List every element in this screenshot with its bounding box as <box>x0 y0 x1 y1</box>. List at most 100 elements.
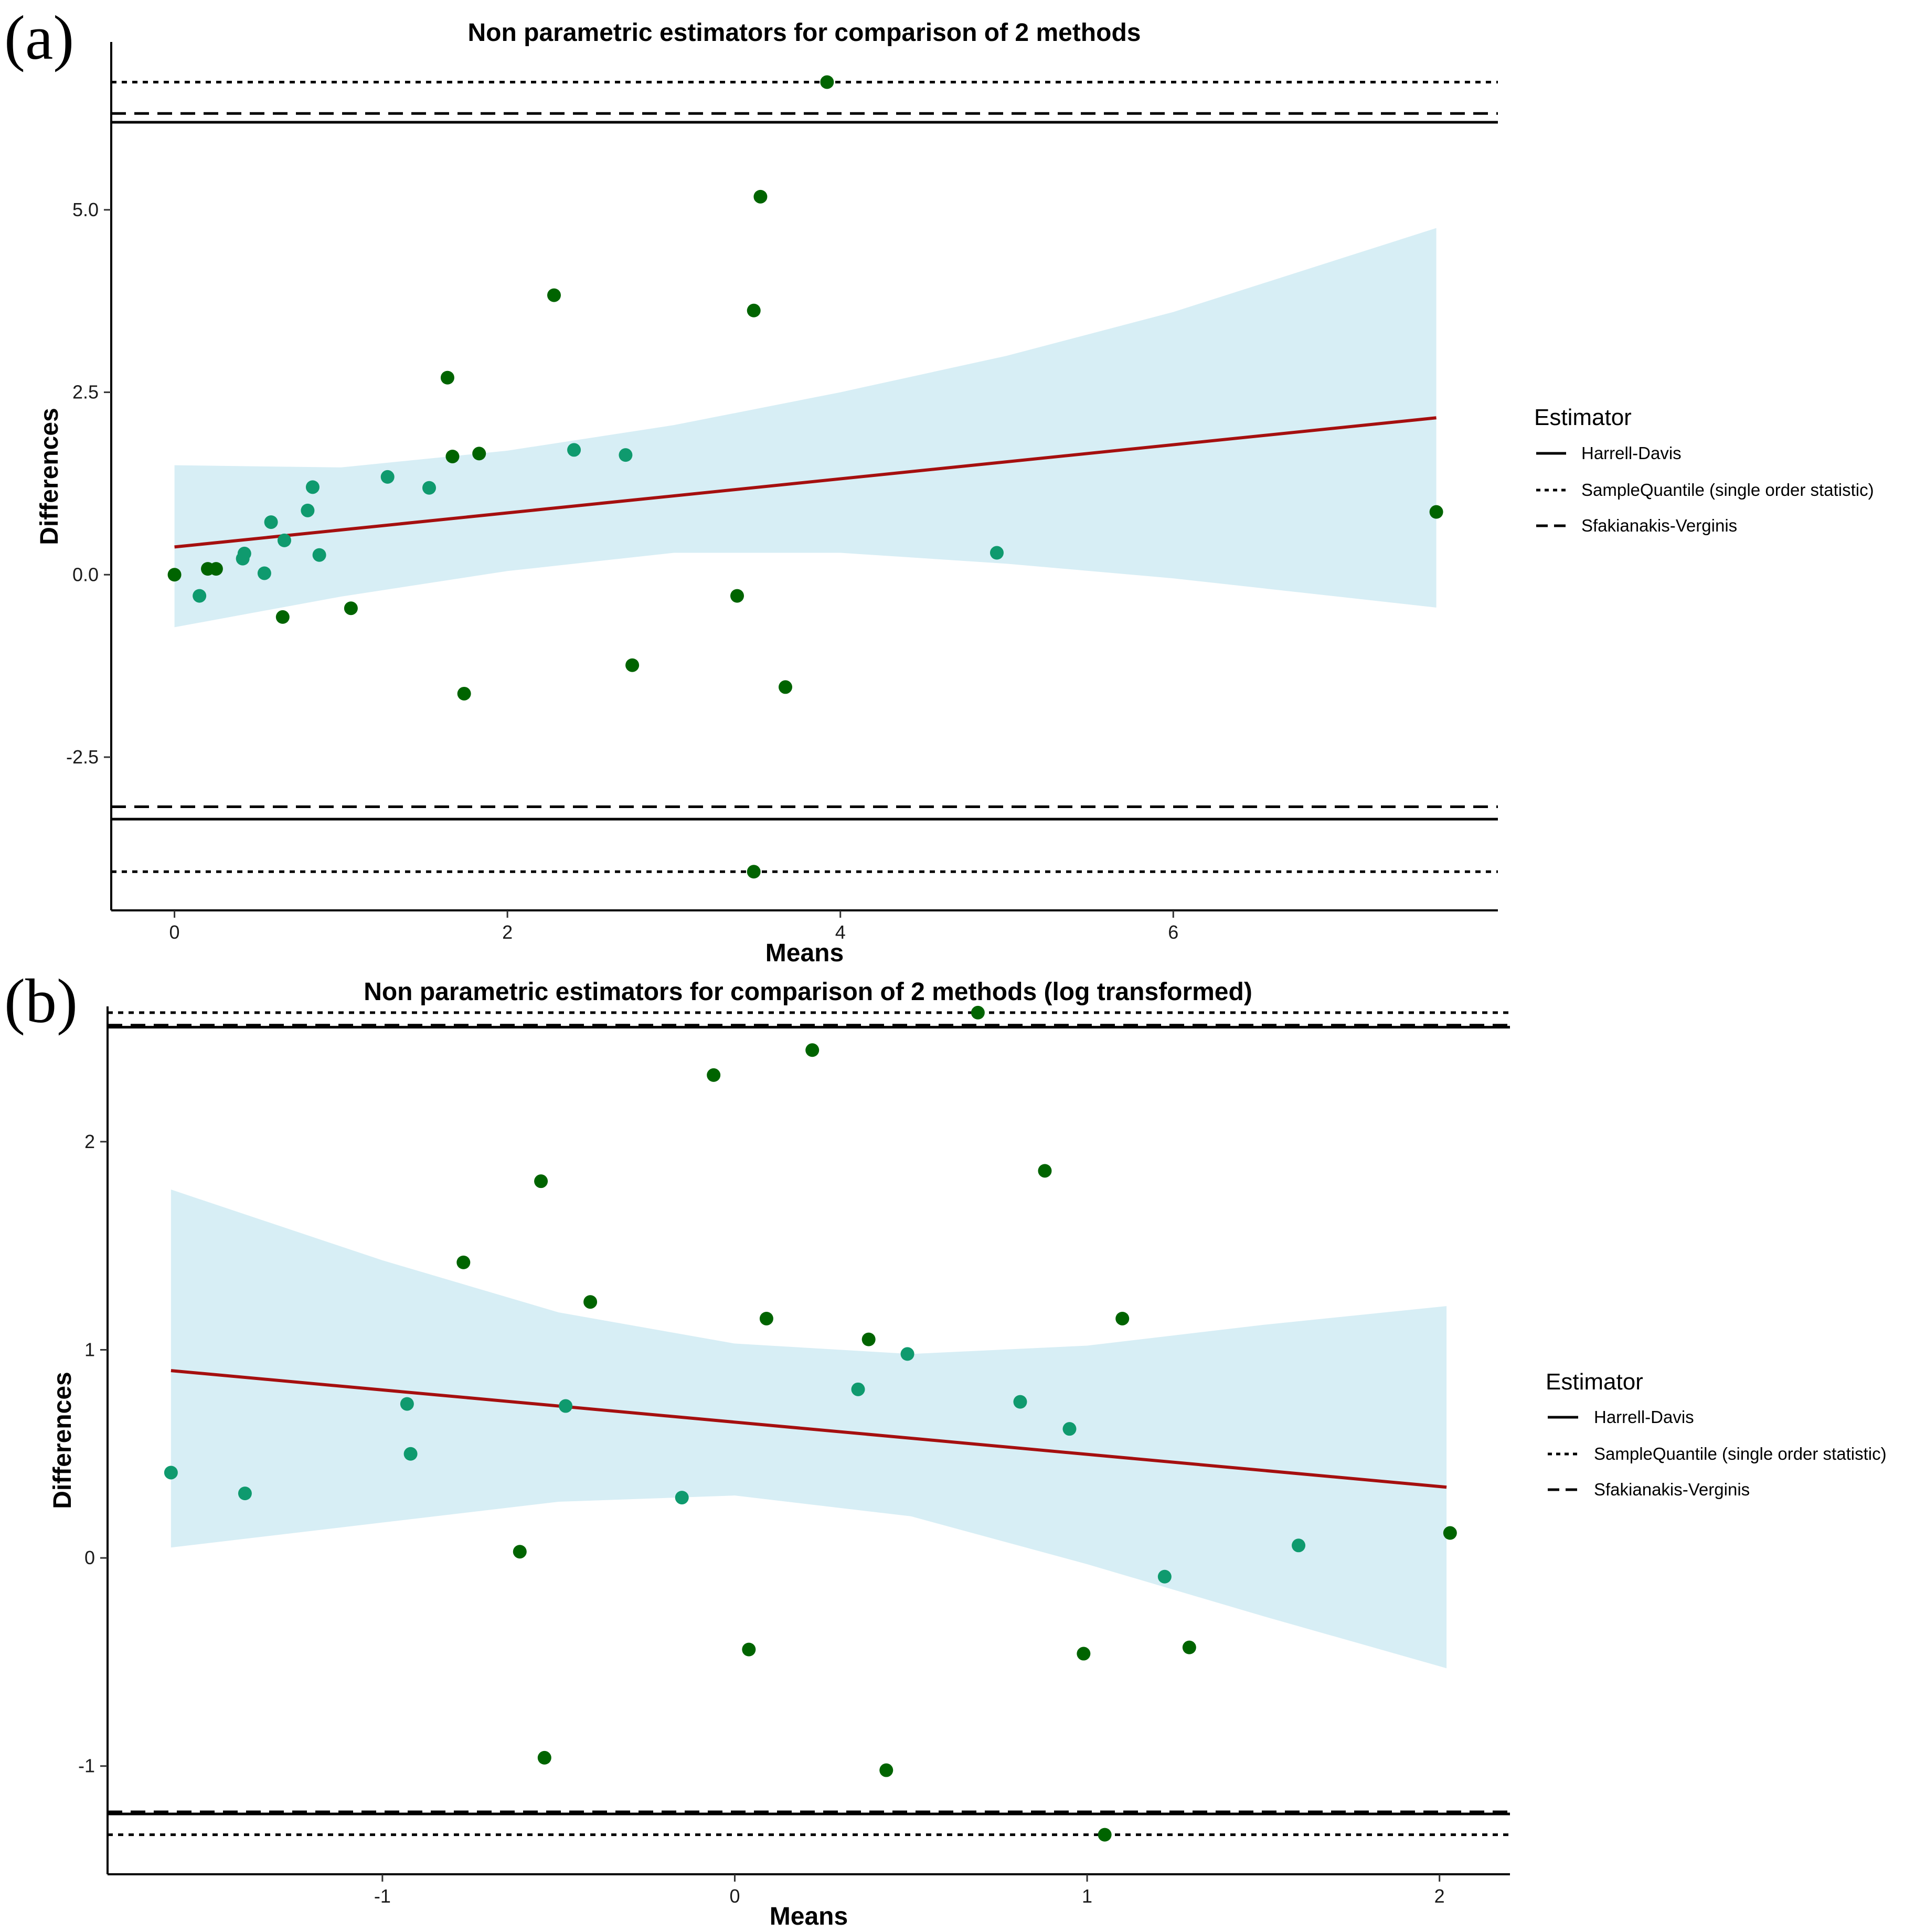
legend-title: Estimator <box>1546 1369 1643 1395</box>
legend-label: SampleQuantile (single order statistic) <box>1581 480 1874 500</box>
y-tick-label: -2.5 <box>66 746 99 768</box>
x-axis-title: Means <box>770 1903 848 1930</box>
y-tick-label: 0 <box>84 1547 95 1568</box>
x-tick-label: 4 <box>835 921 846 943</box>
legend-label: Sfakianakis-Verginis <box>1581 516 1737 535</box>
regression-line <box>171 1369 1447 1489</box>
y-axis-title: Differences <box>36 408 63 545</box>
y-tick-label: -1 <box>78 1755 95 1777</box>
data-point <box>759 1311 773 1325</box>
legend: Estimator Harrell-Davis SampleQuantile (si… <box>1546 1369 1887 1499</box>
y-tick-label: 2 <box>84 1131 95 1152</box>
x-tick-label: 6 <box>1168 921 1178 943</box>
data-point <box>445 449 460 463</box>
data-point <box>513 1545 527 1559</box>
data-point <box>1062 1422 1077 1436</box>
data-point <box>583 1295 598 1309</box>
data-point <box>1443 1526 1457 1540</box>
data-point <box>257 566 271 580</box>
data-point <box>559 1399 573 1413</box>
panel-label: (a) <box>4 3 74 72</box>
x-tick-label: 0 <box>169 921 180 943</box>
data-point <box>990 546 1004 560</box>
data-point <box>1429 505 1443 519</box>
data-point <box>403 1447 418 1461</box>
data-point <box>861 1332 876 1346</box>
data-point <box>275 610 290 624</box>
data-point <box>730 589 744 603</box>
chart-title: Non parametric estimators for comparison… <box>364 978 1252 1006</box>
data-point <box>537 1750 551 1765</box>
data-point <box>547 288 561 302</box>
data-point <box>1292 1538 1306 1553</box>
panel-label: (b) <box>4 966 78 1036</box>
data-point <box>1115 1311 1130 1325</box>
x-tick-label: 1 <box>1082 1885 1092 1907</box>
data-point <box>344 601 358 615</box>
chart-panel-b: (b) Non parametric estimators for compari… <box>4 966 1887 1930</box>
y-tick-label: 0.0 <box>72 564 99 585</box>
y-tick-label: 2.5 <box>72 381 99 403</box>
data-point <box>312 548 326 562</box>
data-point <box>900 1347 914 1361</box>
x-tick-label: -1 <box>374 1885 391 1907</box>
data-point <box>457 686 471 700</box>
data-point <box>422 481 437 495</box>
data-point <box>851 1382 865 1396</box>
data-point <box>742 1642 756 1657</box>
data-point <box>193 589 207 603</box>
data-point <box>305 480 320 494</box>
data-point <box>237 546 251 560</box>
data-point <box>1182 1640 1196 1654</box>
data-point <box>277 533 291 547</box>
data-point <box>1038 1164 1052 1178</box>
legend-title: Estimator <box>1534 405 1632 430</box>
data-point <box>380 470 395 484</box>
legend-label: SampleQuantile (single order statistic) <box>1594 1444 1887 1463</box>
legend-label: Sfakianakis-Verginis <box>1594 1480 1750 1499</box>
data-point <box>264 515 278 529</box>
data-point <box>456 1255 471 1269</box>
chart-title: Non parametric estimators for comparison… <box>468 19 1141 47</box>
data-point <box>619 448 633 462</box>
y-tick-label: 1 <box>84 1339 95 1360</box>
x-tick-label: 2 <box>502 921 513 943</box>
data-point <box>164 1466 178 1480</box>
data-point <box>534 1174 548 1188</box>
data-point <box>707 1068 721 1082</box>
data-point <box>567 443 581 457</box>
x-axis-title: Means <box>765 939 844 967</box>
data-point <box>747 303 761 317</box>
data-point <box>238 1487 252 1501</box>
x-tick-label: 0 <box>729 1885 740 1907</box>
data-point <box>1013 1395 1027 1409</box>
data-point <box>440 370 454 385</box>
data-point <box>879 1763 893 1777</box>
y-axis-title: Differences <box>49 1372 77 1509</box>
y-tick-label: 5.0 <box>72 199 99 220</box>
data-point <box>1157 1569 1172 1584</box>
data-point <box>472 447 486 461</box>
data-point <box>400 1397 414 1411</box>
data-point <box>971 1005 985 1020</box>
data-point <box>805 1043 820 1057</box>
data-point <box>1098 1828 1112 1842</box>
legend: Estimator Harrell-Davis SampleQuantile (si… <box>1534 405 1874 535</box>
confidence-band <box>174 228 1437 628</box>
legend-label: Harrell-Davis <box>1581 443 1682 463</box>
regression-line <box>174 416 1437 549</box>
chart-panel-a: (a) Non parametric estimators for compari… <box>4 3 1874 967</box>
data-point <box>779 680 793 694</box>
data-point <box>753 189 768 204</box>
data-point <box>675 1491 689 1505</box>
data-point <box>625 658 640 672</box>
data-point <box>167 568 182 582</box>
legend-label: Harrell-Davis <box>1594 1407 1694 1427</box>
data-point <box>1077 1647 1091 1661</box>
x-tick-label: 2 <box>1434 1885 1445 1907</box>
data-point <box>820 75 834 89</box>
data-point <box>209 562 223 576</box>
data-point <box>747 865 761 879</box>
data-point <box>301 503 315 517</box>
